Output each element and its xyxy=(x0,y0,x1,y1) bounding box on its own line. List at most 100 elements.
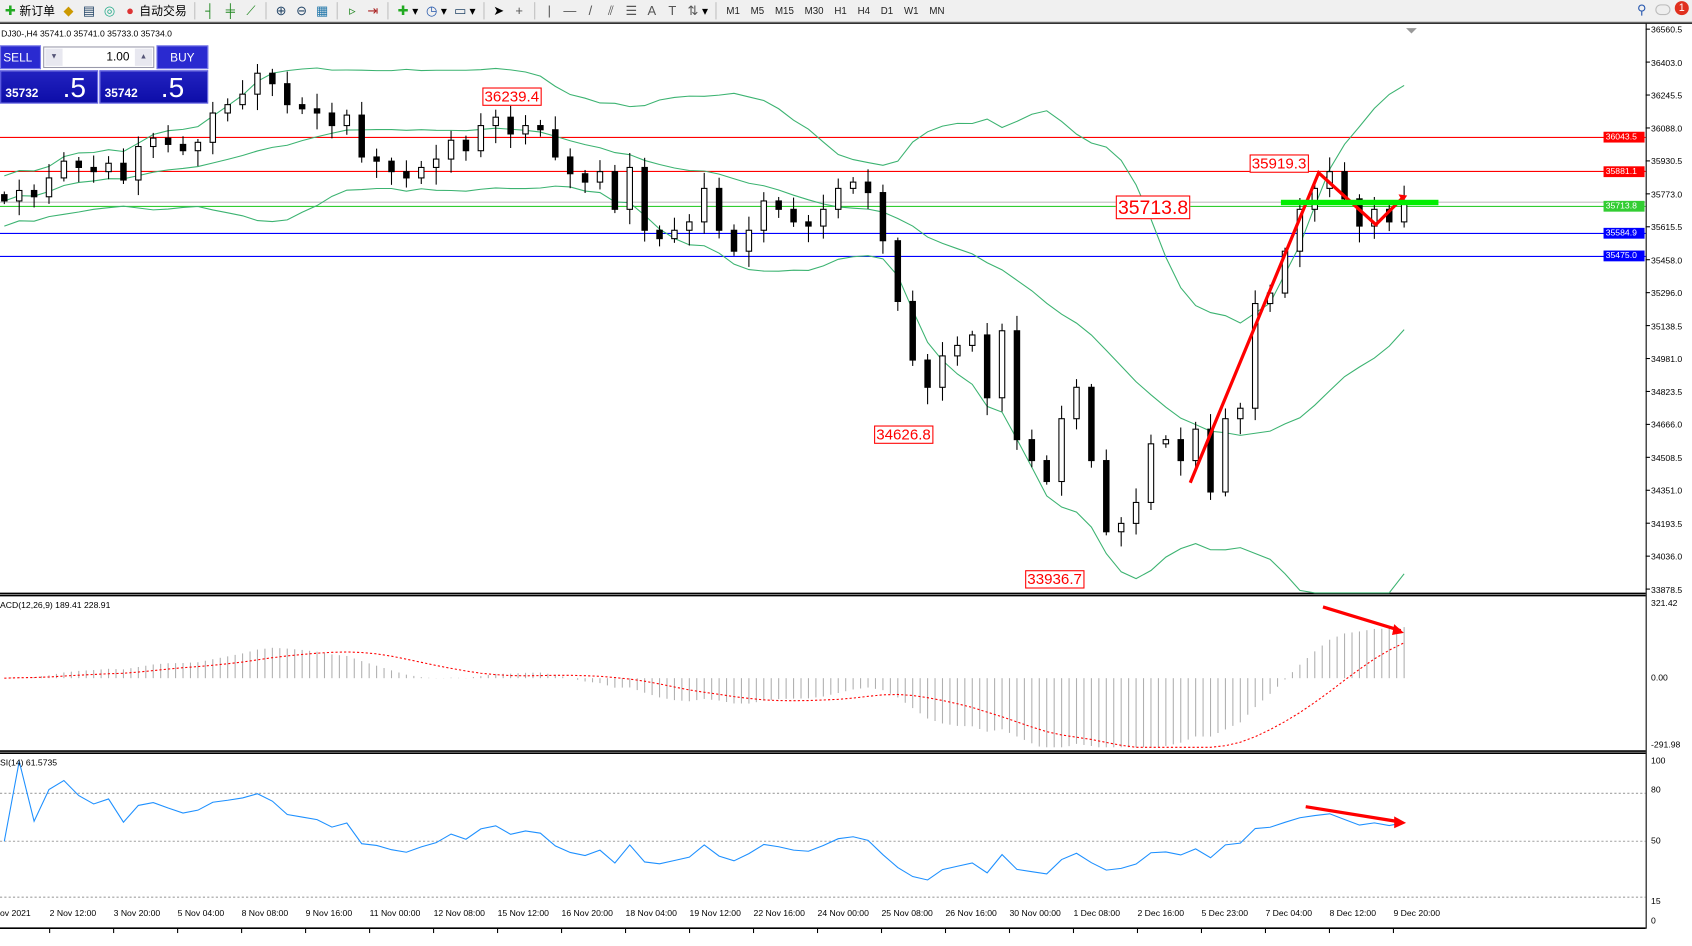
level-tag: 36043.5 xyxy=(1603,132,1645,143)
lot-decrease-button[interactable]: ▼ xyxy=(45,48,63,66)
price-axis-label: 35615.5 xyxy=(1651,222,1683,233)
search-icon[interactable]: ⚲ xyxy=(1636,2,1647,18)
templates-button[interactable]: ▭ ▾ xyxy=(454,2,476,18)
lot-increase-button[interactable]: ▲ xyxy=(134,48,153,66)
time-axis-label: 19 Nov 12:00 xyxy=(689,908,741,918)
text-button[interactable]: A xyxy=(642,1,663,20)
tile-windows-button[interactable]: ▦ xyxy=(312,1,333,20)
bullish-candle xyxy=(671,229,678,240)
bearish-candle xyxy=(284,83,291,106)
sell-price-button[interactable]: 35732.5 xyxy=(0,70,99,104)
lot-size-input[interactable]: 1.00 xyxy=(106,50,130,64)
price-label-support[interactable]: 35713.8 xyxy=(1115,195,1191,220)
time-axis-label: 3 Nov 20:00 xyxy=(113,908,161,918)
timeframe-d1[interactable]: D1 xyxy=(880,5,894,17)
history-icon: ▤ xyxy=(82,2,96,18)
rsi-title: SI(14) 61.5735 xyxy=(0,758,58,768)
price-label-low[interactable]: 34626.8 xyxy=(874,425,933,444)
price-label-recent-high[interactable]: 35919.3 xyxy=(1249,154,1309,173)
bearish-candle xyxy=(1103,460,1110,533)
timeframe-h1[interactable]: H1 xyxy=(834,5,847,17)
auto-trading-button[interactable]: ● 自动交易 xyxy=(120,1,190,20)
timeframe-m15[interactable]: M15 xyxy=(774,5,794,17)
bearish-candle xyxy=(879,192,887,242)
bullish-candle xyxy=(1296,208,1304,252)
bearish-candle xyxy=(179,143,187,152)
bullish-candle xyxy=(596,171,604,183)
history-button[interactable]: ▤ xyxy=(79,1,100,20)
macd-title: ACD(12,26,9) 189.41 228.91 xyxy=(0,600,111,611)
bearish-candle xyxy=(909,300,916,361)
trendline-button[interactable]: / xyxy=(580,1,601,20)
level-tag: 35584.9 xyxy=(1603,228,1645,239)
bullish-candle xyxy=(105,162,112,173)
bullish-candle xyxy=(477,125,485,152)
time-axis-label: 2 Dec 16:00 xyxy=(1137,908,1185,918)
price-label-high[interactable]: 36239.4 xyxy=(482,87,542,106)
bullish-candle xyxy=(149,137,157,148)
lot-size-stepper[interactable]: ▼ 1.00 ▲ xyxy=(43,46,155,69)
level-tag: 35881.1 xyxy=(1603,166,1645,177)
timeframe-h4[interactable]: H4 xyxy=(857,5,870,17)
zoom-in-button[interactable]: ⊕ xyxy=(271,1,292,20)
cursor-button[interactable]: ➤ xyxy=(488,1,509,20)
bar-chart-button[interactable]: ┤ xyxy=(200,1,221,20)
bullish-candle xyxy=(45,177,53,198)
price-axis-label: 34193.5 xyxy=(1651,518,1683,529)
bearish-candle xyxy=(269,72,276,85)
bollinger-upper-band xyxy=(4,67,1405,324)
time-axis-label: 30 Nov 00:00 xyxy=(1009,908,1061,918)
timeframe-mn[interactable]: MN xyxy=(929,5,945,17)
timeframe-w1[interactable]: W1 xyxy=(903,5,919,17)
price-label-bottom[interactable]: 33936.7 xyxy=(1025,570,1085,589)
price-axis-label: 35458.0 xyxy=(1651,255,1683,266)
vertical-line-button[interactable]: | xyxy=(539,1,560,20)
crosshair-button[interactable]: + xyxy=(509,1,530,20)
time-axis-label: 26 Nov 16:00 xyxy=(945,908,997,918)
chart-shift-button[interactable]: ⇥ xyxy=(363,1,384,20)
bearish-candle xyxy=(656,229,663,240)
macd-arrow-head xyxy=(1392,624,1404,635)
price-axis-label: 34036.0 xyxy=(1651,551,1683,562)
fibonacci-button[interactable]: ☰ xyxy=(621,1,642,20)
autoscroll-icon: ▹ xyxy=(349,2,356,18)
new-order-button[interactable]: ✚ 新订单 xyxy=(4,2,56,19)
timeframe-m30[interactable]: M30 xyxy=(804,5,824,17)
notification-badge[interactable]: 1 xyxy=(1674,1,1689,16)
bearish-candle xyxy=(403,171,410,179)
cursor-icon: ➤ xyxy=(493,2,505,18)
navigator-button[interactable]: ◆ xyxy=(58,1,79,20)
chat-icon[interactable] xyxy=(1655,4,1671,16)
trend-line xyxy=(1188,170,1404,484)
line-chart-button[interactable]: ⟋ xyxy=(241,1,262,20)
divider xyxy=(336,2,338,20)
buy-price-button[interactable]: 35742.5 xyxy=(99,70,209,104)
periods-button[interactable]: ◷ ▾ xyxy=(426,2,447,18)
buy-button[interactable]: BUY xyxy=(156,45,209,70)
zoom-out-button[interactable]: ⊖ xyxy=(291,1,312,20)
zoom-in-icon: ⊕ xyxy=(275,2,287,18)
channel-button[interactable]: ⫽ xyxy=(601,1,622,20)
bullish-candle xyxy=(939,355,946,388)
indicators-button[interactable]: ✚ ▾ xyxy=(397,2,419,18)
signals-button[interactable]: ◎ xyxy=(99,1,120,20)
bearish-candle xyxy=(507,116,514,135)
bearish-candle xyxy=(388,160,395,173)
bearish-candle xyxy=(537,125,544,131)
candle-chart-button[interactable]: ╪ xyxy=(220,1,241,20)
sell-button[interactable]: SELL xyxy=(0,45,42,70)
text-label-button[interactable]: T xyxy=(662,1,683,20)
price-axis-label: 34823.5 xyxy=(1651,387,1683,397)
horizontal-line-button[interactable]: — xyxy=(560,1,581,20)
bullish-candle xyxy=(194,141,202,152)
timeframe-m5[interactable]: M5 xyxy=(750,5,765,17)
price-axis-label: 36403.0 xyxy=(1651,57,1683,68)
time-axis-label: 18 Nov 04:00 xyxy=(625,908,677,918)
timeframe-m1[interactable]: M1 xyxy=(726,5,740,17)
autoscroll-button[interactable]: ▹ xyxy=(342,1,363,20)
bullish-candle xyxy=(1222,418,1229,493)
arrows-button[interactable]: ⇅ ▾ xyxy=(687,2,709,18)
time-axis-label: 12 Nov 08:00 xyxy=(433,908,485,918)
